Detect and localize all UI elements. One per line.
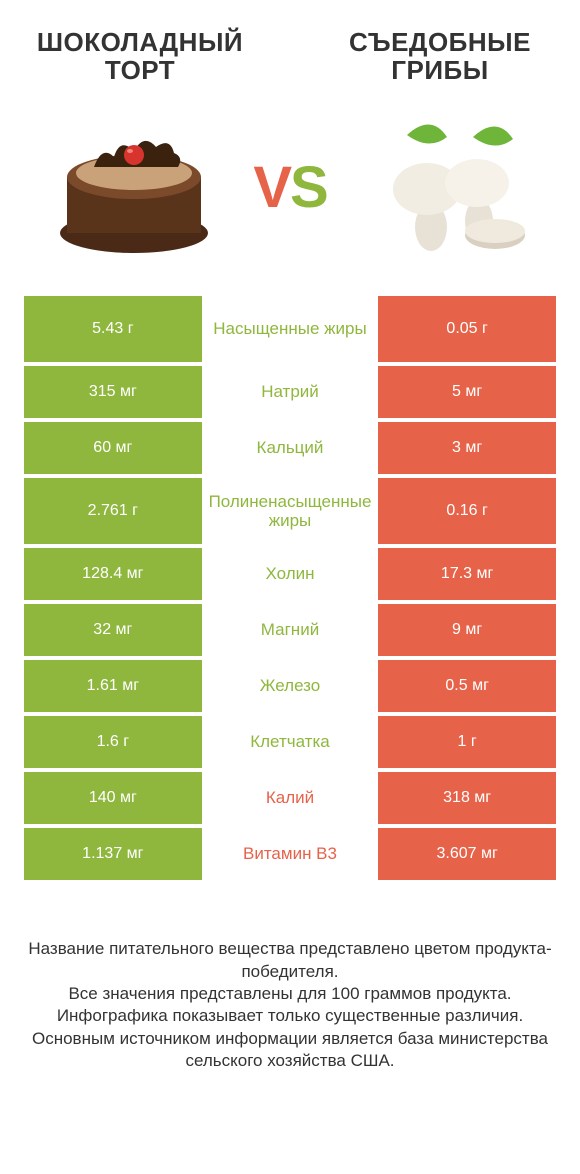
table-row: 1.61 мг Железо 0.5 мг <box>24 660 556 712</box>
title-left: ШОКОЛАДНЫЙ ТОРТ <box>10 28 270 84</box>
table-row: 315 мг Натрий 5 мг <box>24 366 556 418</box>
nutrient-label: Железо <box>202 660 379 712</box>
table-row: 140 мг Калий 318 мг <box>24 772 556 824</box>
table-row: 1.137 мг Витамин B3 3.607 мг <box>24 828 556 880</box>
value-left: 128.4 мг <box>24 548 202 600</box>
table-row: 5.43 г Насыщенные жиры 0.05 г <box>24 296 556 362</box>
nutrient-label: Магний <box>202 604 379 656</box>
value-left: 32 мг <box>24 604 202 656</box>
nutrient-label-text: Витамин B3 <box>243 844 337 864</box>
value-right: 318 мг <box>378 772 556 824</box>
nutrient-label-text: Кальций <box>257 438 324 458</box>
nutrient-label: Кальций <box>202 422 379 474</box>
value-right: 0.16 г <box>378 478 556 544</box>
table-row: 2.761 гПолиненасыщенные жиры0.16 г <box>24 478 556 544</box>
nutrient-label: Калий <box>202 772 379 824</box>
footnote-line: Инфографика показывает только существенн… <box>28 1005 552 1027</box>
value-right: 1 г <box>378 716 556 768</box>
vs-letter-s: S <box>290 155 327 220</box>
value-right: 9 мг <box>378 604 556 656</box>
vs-letter-v: V <box>253 155 290 220</box>
value-left: 315 мг <box>24 366 202 418</box>
value-left: 2.761 г <box>24 478 202 544</box>
nutrient-label-text: Железо <box>260 676 320 696</box>
value-right: 17.3 мг <box>378 548 556 600</box>
nutrient-label-text: Холин <box>265 564 314 584</box>
value-right: 3 мг <box>378 422 556 474</box>
nutrient-label-text: Натрий <box>261 382 319 402</box>
footnote-line: Название питательного вещества представл… <box>28 938 552 983</box>
nutrient-label: Полиненасыщенные жиры <box>202 478 379 544</box>
value-left: 1.6 г <box>24 716 202 768</box>
footnote-line: Основным источником информации является … <box>28 1028 552 1073</box>
table-row: 1.6 г Клетчатка 1 г <box>24 716 556 768</box>
title-right: СЪЕДОБНЫЕ ГРИБЫ <box>310 28 570 84</box>
value-right: 3.607 мг <box>378 828 556 880</box>
nutrient-label: Холин <box>202 548 379 600</box>
vs-row: VS <box>0 102 580 296</box>
cake-image <box>24 112 243 262</box>
value-right: 5 мг <box>378 366 556 418</box>
footnote-line: Все значения представлены для 100 граммо… <box>28 983 552 1005</box>
table-row: 60 мг Кальций 3 мг <box>24 422 556 474</box>
footnote: Название питательного вещества представл… <box>0 880 580 1073</box>
value-right: 0.05 г <box>378 296 556 362</box>
nutrient-label: Насыщенные жиры <box>202 296 379 362</box>
comparison-table: 5.43 г Насыщенные жиры 0.05 г 315 мг Натрий 5… <box>0 296 580 880</box>
value-left: 1.61 мг <box>24 660 202 712</box>
header-row: ШОКОЛАДНЫЙ ТОРТ СЪЕДОБНЫЕ ГРИБЫ <box>0 0 580 102</box>
nutrient-label: Витамин B3 <box>202 828 379 880</box>
value-left: 1.137 мг <box>24 828 202 880</box>
nutrient-label-text: Магний <box>261 620 319 640</box>
value-left: 5.43 г <box>24 296 202 362</box>
table-row: 128.4 мг Холин 17.3 мг <box>24 548 556 600</box>
mushroom-icon <box>361 117 531 257</box>
infographic-container: ШОКОЛАДНЫЙ ТОРТ СЪЕДОБНЫЕ ГРИБЫ VS <box>0 0 580 1073</box>
table-row: 32 мг Магний 9 мг <box>24 604 556 656</box>
cake-icon <box>49 117 219 257</box>
nutrient-label: Клетчатка <box>202 716 379 768</box>
value-right: 0.5 мг <box>378 660 556 712</box>
value-left: 140 мг <box>24 772 202 824</box>
nutrient-label-text: Клетчатка <box>250 732 330 752</box>
nutrient-label: Натрий <box>202 366 379 418</box>
value-left: 60 мг <box>24 422 202 474</box>
vs-badge: VS <box>253 154 326 221</box>
mushroom-image <box>337 112 556 262</box>
nutrient-label-text: Калий <box>266 788 314 808</box>
nutrient-label-text: Полиненасыщенные жиры <box>206 492 375 531</box>
nutrient-label-text: Насыщенные жиры <box>213 319 366 339</box>
